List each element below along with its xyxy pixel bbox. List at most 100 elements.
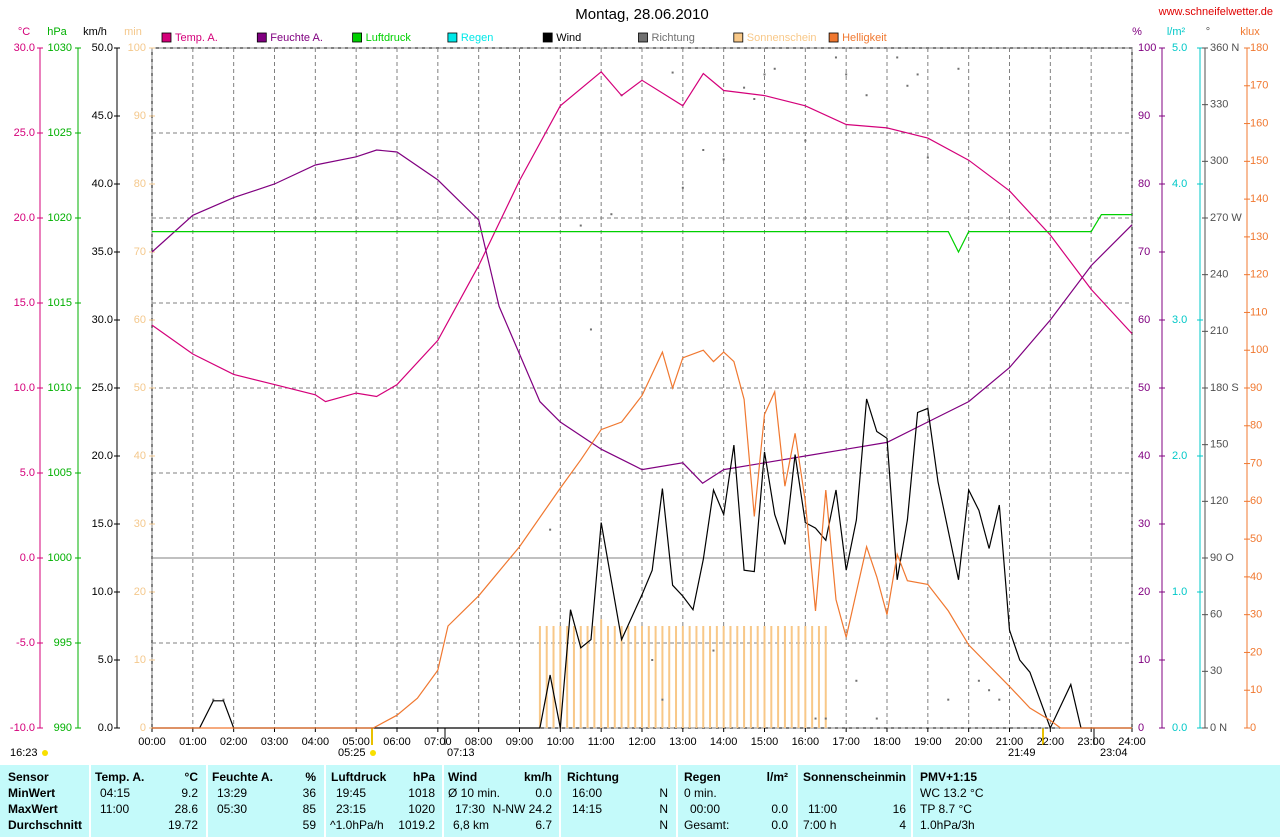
- y-tick-label: 360 N: [1210, 42, 1239, 54]
- y-tick-label: 1025: [48, 127, 72, 139]
- point: [743, 86, 746, 89]
- y-tick-label: 150: [1250, 155, 1268, 167]
- table-cell: 4: [899, 818, 906, 832]
- table-cell: 9.2: [181, 786, 198, 800]
- legend-swatch: [352, 32, 363, 43]
- table-cell: 11:00: [808, 802, 837, 816]
- point: [702, 149, 705, 151]
- table-cell: 0.0: [771, 818, 788, 832]
- y-tick-label: 60: [1210, 609, 1222, 621]
- point: [804, 139, 807, 142]
- y-tick-label: 0: [140, 722, 146, 734]
- y-tick-label: 110: [1250, 306, 1268, 318]
- bar: [606, 626, 609, 728]
- legend-label: Feuchte A.: [270, 32, 323, 44]
- bar: [566, 626, 569, 728]
- legend-label: Wind: [556, 32, 581, 44]
- table-header: Wind: [448, 770, 477, 784]
- legend-swatch: [733, 32, 744, 43]
- table-cell: N-NW 24.2: [493, 802, 553, 816]
- table-separators: [89, 765, 913, 837]
- table-cell: 17:30: [455, 802, 485, 816]
- bar: [743, 626, 746, 728]
- y-tick-label: 15.0: [14, 297, 35, 309]
- y-tick-label: 50.0: [92, 42, 113, 54]
- x-tick-label: 03:00: [261, 736, 289, 748]
- y-tick-label: 2.0: [1172, 450, 1187, 462]
- series-line: [152, 214, 1132, 254]
- y-tick-label: 1010: [48, 382, 72, 394]
- bar: [627, 626, 630, 728]
- table-cell: 00:00: [690, 802, 720, 816]
- y-tick-label: -5.0: [16, 637, 35, 649]
- y-tick-label: 120: [1250, 269, 1268, 281]
- table-cell: 1018: [408, 786, 435, 800]
- legend-swatch: [828, 32, 839, 43]
- y-tick-label: 130: [1250, 231, 1268, 243]
- point: [722, 158, 725, 161]
- table-cell: 16:00: [572, 786, 602, 800]
- legend-swatch: [256, 32, 267, 43]
- point: [681, 186, 684, 189]
- y-tick-label: 300: [1210, 155, 1228, 167]
- y-tick-label: 0.0: [1172, 722, 1187, 734]
- table-cell: 23:15: [336, 802, 366, 816]
- x-tick-label: 14:00: [710, 736, 738, 748]
- bar: [770, 626, 773, 728]
- bar: [736, 626, 739, 728]
- bar: [811, 626, 814, 728]
- y-tick-label: 20: [134, 586, 146, 598]
- table-cell: 0.0: [771, 802, 788, 816]
- table-header: °C: [185, 770, 199, 784]
- y-tick-label: 1020: [48, 212, 72, 224]
- y-tick-label: 70: [1138, 246, 1150, 258]
- bar: [579, 626, 582, 728]
- axis-unit: hPa: [47, 26, 67, 38]
- y-tick-label: 210: [1210, 325, 1228, 337]
- bar: [777, 626, 780, 728]
- bar: [722, 626, 725, 728]
- x-tick-label: 06:00: [383, 736, 411, 748]
- point: [549, 528, 552, 531]
- table-cell: 1.0hPa/3h: [920, 818, 975, 832]
- point: [845, 73, 848, 76]
- y-tick-label: 40: [1138, 450, 1150, 462]
- bar: [634, 626, 637, 728]
- x-tick-label: 22:00: [1037, 736, 1065, 748]
- table-cell: 05:30: [217, 802, 247, 816]
- sun-annotation: 23:04: [1100, 747, 1128, 759]
- table-header: Regen: [684, 770, 721, 784]
- table-cell: N: [659, 786, 668, 800]
- y-tick-label: 35.0: [92, 246, 113, 258]
- y-tick-label: 120: [1210, 495, 1228, 507]
- table-cell: WC 13.2 °C: [920, 786, 984, 800]
- point: [712, 649, 715, 652]
- bar: [681, 626, 684, 728]
- y-tick-label: 995: [54, 637, 72, 649]
- y-tick-label: 10: [1250, 684, 1262, 696]
- y-tick-label: 40: [1250, 571, 1262, 583]
- x-tick-label: 07:00: [424, 736, 452, 748]
- y-tick-label: 140: [1250, 193, 1268, 205]
- table-cell: N: [659, 802, 668, 816]
- bar: [586, 626, 589, 728]
- table-cell: Durchschnitt: [8, 818, 82, 832]
- y-tick-label: 80: [1250, 420, 1262, 432]
- x-tick-label: 04:00: [302, 736, 330, 748]
- y-tick-label: 0 N: [1210, 722, 1227, 734]
- x-tick-label: 17:00: [832, 736, 860, 748]
- table-cell: 59: [303, 818, 317, 832]
- table-cell: 19.72: [168, 818, 198, 832]
- bar: [620, 626, 623, 728]
- bar: [552, 626, 555, 728]
- table-header: l/m²: [767, 770, 788, 784]
- bar: [695, 626, 698, 728]
- table-cell: 1019.2: [398, 818, 435, 832]
- x-tick-label: 10:00: [547, 736, 575, 748]
- point: [671, 71, 674, 74]
- bar: [600, 619, 603, 728]
- y-tick-label: 180 S: [1210, 382, 1239, 394]
- y-tick-label: 5.0: [1172, 42, 1187, 54]
